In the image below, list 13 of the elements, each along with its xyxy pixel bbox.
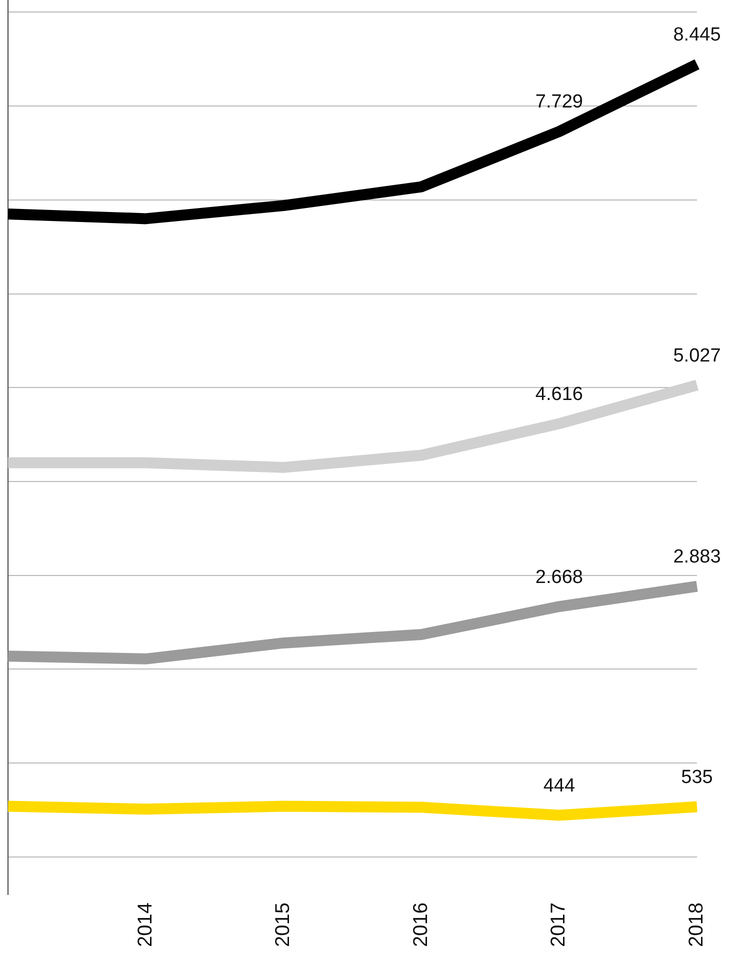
x-tick-label: 2017 xyxy=(548,902,570,948)
data-label: 444 xyxy=(543,776,576,797)
data-label: 5.027 xyxy=(673,345,721,366)
data-label: 8.445 xyxy=(673,24,721,46)
data-label: 535 xyxy=(681,766,713,788)
x-tick-label: 2016 xyxy=(410,902,432,948)
x-tick-label: 2015 xyxy=(272,902,294,948)
data-label: 2.883 xyxy=(673,546,721,568)
data-label: 2.668 xyxy=(535,566,583,588)
x-tick-label: 2014 xyxy=(134,902,156,948)
data-label: 4.616 xyxy=(535,384,583,405)
x-tick-label: 2018 xyxy=(686,902,708,948)
data-label: 7.729 xyxy=(535,92,583,113)
